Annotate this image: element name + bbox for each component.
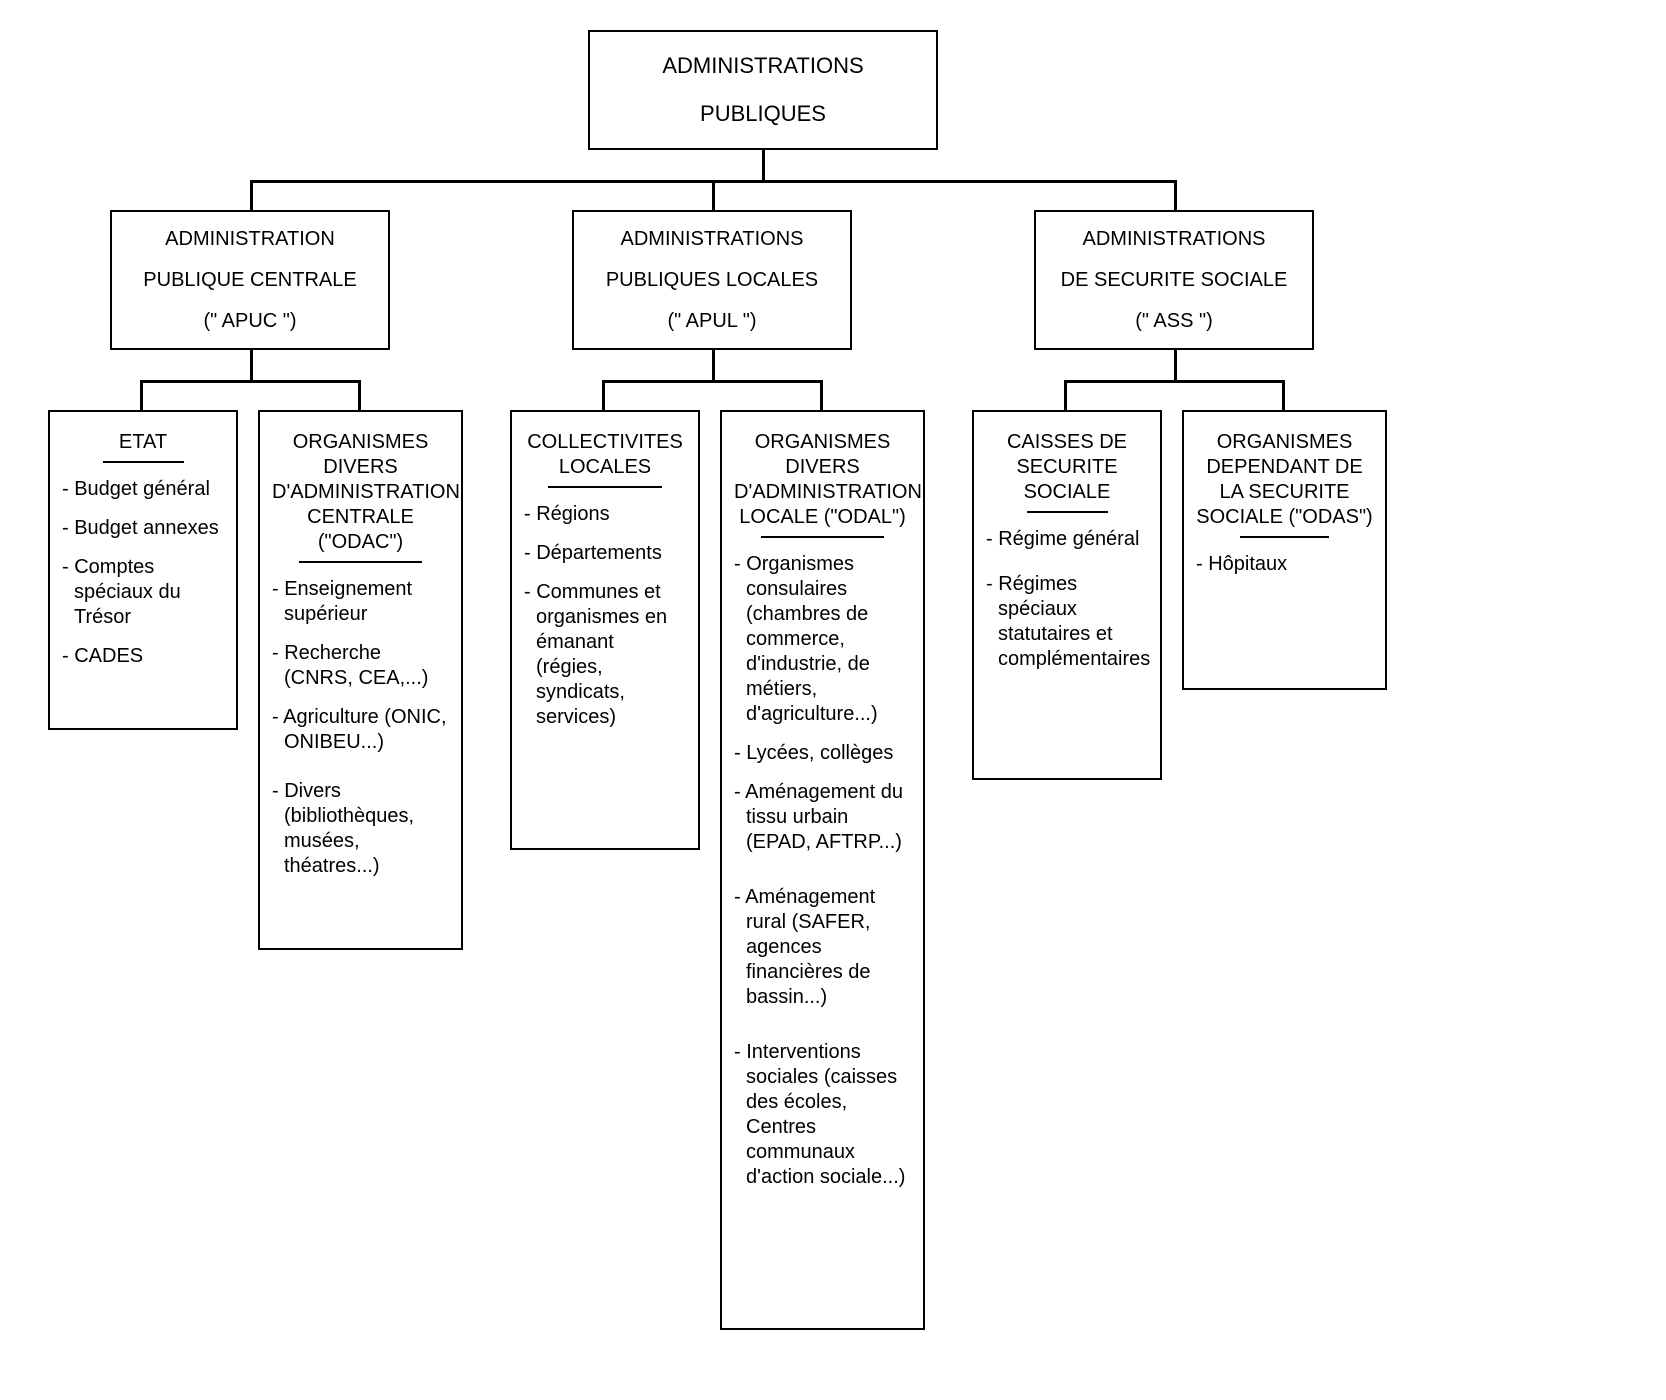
item-text: Comptes spéciaux du Trésor [74, 556, 181, 628]
divider [1027, 511, 1108, 513]
leaf-items: - Budget général - Budget annexes - Comp… [62, 477, 224, 669]
branch0-line1: ADMINISTRATION [165, 226, 335, 253]
branch1-line1: ADMINISTRATIONS [621, 226, 804, 253]
item-text: Lycées, collèges [746, 742, 893, 764]
leaf-title: ORGANISMES DEPENDANT DE LA SECURITE SOCI… [1196, 430, 1373, 530]
connector [712, 350, 715, 380]
node-branch-apul: ADMINISTRATIONS PUBLIQUES LOCALES (" APU… [572, 210, 852, 350]
leaf-items: - Organismes consulaires (chambres de co… [734, 552, 911, 1190]
leaf-item: - Budget général [62, 477, 224, 502]
leaf-item: - Départements [524, 541, 686, 566]
leaf-items: - Enseignement supérieur - Recherche (CN… [272, 577, 449, 879]
leaf-item: - Lycées, collèges [734, 741, 911, 766]
connector [602, 380, 605, 410]
leaf-item: - Recherche (CNRS, CEA,...) [272, 641, 449, 691]
branch2-line1: ADMINISTRATIONS [1083, 226, 1266, 253]
item-text: Interventions sociales (caisses des écol… [746, 1041, 905, 1188]
connector [140, 380, 360, 383]
leaf-odas: ORGANISMES DEPENDANT DE LA SECURITE SOCI… [1182, 410, 1387, 690]
divider [761, 536, 885, 538]
connector [1174, 350, 1177, 380]
node-root: ADMINISTRATIONS PUBLIQUES [588, 30, 938, 150]
branch1-line3: (" APUL ") [667, 308, 756, 335]
leaf-items: - Régions - Départements - Communes et o… [524, 502, 686, 730]
leaf-odal: ORGANISMES DIVERS D'ADMINISTRATION LOCAL… [720, 410, 925, 1330]
leaf-caisses-securite-sociale: CAISSES DE SECURITE SOCIALE - Régime gén… [972, 410, 1162, 780]
item-text: Budget général [74, 478, 210, 500]
leaf-title: COLLECTIVITES LOCALES [524, 430, 686, 480]
item-text: Régime général [998, 528, 1139, 550]
leaf-item: - Comptes spéciaux du Trésor [62, 555, 224, 630]
connector [250, 180, 253, 210]
divider [1240, 536, 1329, 538]
item-text: Budget annexes [74, 517, 219, 539]
leaf-item: - Enseignement supérieur [272, 577, 449, 627]
leaf-item: - Communes et organismes en émanant (rég… [524, 580, 686, 730]
connector [1064, 380, 1284, 383]
leaf-title: ORGANISMES DIVERS D'ADMINISTRATION CENTR… [272, 430, 449, 555]
node-branch-apuc: ADMINISTRATION PUBLIQUE CENTRALE (" APUC… [110, 210, 390, 350]
connector [762, 150, 765, 180]
item-text: CADES [74, 645, 143, 667]
divider [299, 561, 423, 563]
connector [1064, 380, 1067, 410]
connector [358, 380, 361, 410]
connector [712, 180, 715, 210]
item-text: Départements [536, 542, 662, 564]
leaf-item: - Agriculture (ONIC, ONIBEU...) [272, 705, 449, 755]
branch2-line3: (" ASS ") [1135, 308, 1213, 335]
leaf-item: - Interventions sociales (caisses des éc… [734, 1040, 911, 1190]
connector [1174, 180, 1177, 210]
leaf-collectivites-locales: COLLECTIVITES LOCALES - Régions - Départ… [510, 410, 700, 850]
branch2-line2: DE SECURITE SOCIALE [1061, 267, 1288, 294]
leaf-item: - Régions [524, 502, 686, 527]
leaf-item: - Aménagement du tissu urbain (EPAD, AFT… [734, 780, 911, 855]
connector [602, 380, 822, 383]
item-text: Divers (bibliothèques, musées, théatres.… [284, 780, 414, 877]
connector [1282, 380, 1285, 410]
item-text: Communes et organismes en émanant (régie… [536, 581, 667, 728]
item-text: Organismes consulaires (chambres de comm… [746, 553, 878, 725]
leaf-item: - Régimes spéciaux statutaires et complé… [986, 572, 1148, 672]
divider [548, 486, 661, 488]
leaf-item: - Organismes consulaires (chambres de co… [734, 552, 911, 727]
leaf-title: ORGANISMES DIVERS D'ADMINISTRATION LOCAL… [734, 430, 911, 530]
leaf-item: - Budget annexes [62, 516, 224, 541]
divider [103, 461, 184, 463]
leaf-items: - Hôpitaux [1196, 552, 1373, 577]
root-line1: ADMINISTRATIONS [662, 51, 863, 81]
item-text: Aménagement rural (SAFER, agences financ… [745, 886, 875, 1008]
leaf-item: - Régime général [986, 527, 1148, 552]
item-text: Recherche (CNRS, CEA,...) [284, 642, 428, 689]
leaf-etat: ETAT - Budget général - Budget annexes -… [48, 410, 238, 730]
leaf-title: CAISSES DE SECURITE SOCIALE [986, 430, 1148, 505]
branch0-line3: (" APUC ") [203, 308, 296, 335]
item-text: Aménagement du tissu urbain (EPAD, AFTRP… [745, 781, 903, 853]
item-text: Régions [536, 503, 609, 525]
item-text: Agriculture (ONIC, ONIBEU...) [283, 706, 446, 753]
leaf-items: - Régime général - Régimes spéciaux stat… [986, 527, 1148, 672]
leaf-item: - CADES [62, 644, 224, 669]
node-branch-ass: ADMINISTRATIONS DE SECURITE SOCIALE (" A… [1034, 210, 1314, 350]
item-text: Enseignement supérieur [284, 578, 412, 625]
leaf-item: - Divers (bibliothèques, musées, théatre… [272, 779, 449, 879]
connector [140, 380, 143, 410]
leaf-title: ETAT [62, 430, 224, 455]
connector [820, 380, 823, 410]
root-line2: PUBLIQUES [700, 99, 826, 129]
leaf-item: - Hôpitaux [1196, 552, 1373, 577]
branch1-line2: PUBLIQUES LOCALES [606, 267, 818, 294]
leaf-item: - Aménagement rural (SAFER, agences fina… [734, 885, 911, 1010]
connector [250, 350, 253, 380]
branch0-line2: PUBLIQUE CENTRALE [143, 267, 356, 294]
item-text: Hôpitaux [1208, 553, 1287, 575]
item-text: Régimes spéciaux statutaires et compléme… [998, 573, 1150, 670]
leaf-odac: ORGANISMES DIVERS D'ADMINISTRATION CENTR… [258, 410, 463, 950]
